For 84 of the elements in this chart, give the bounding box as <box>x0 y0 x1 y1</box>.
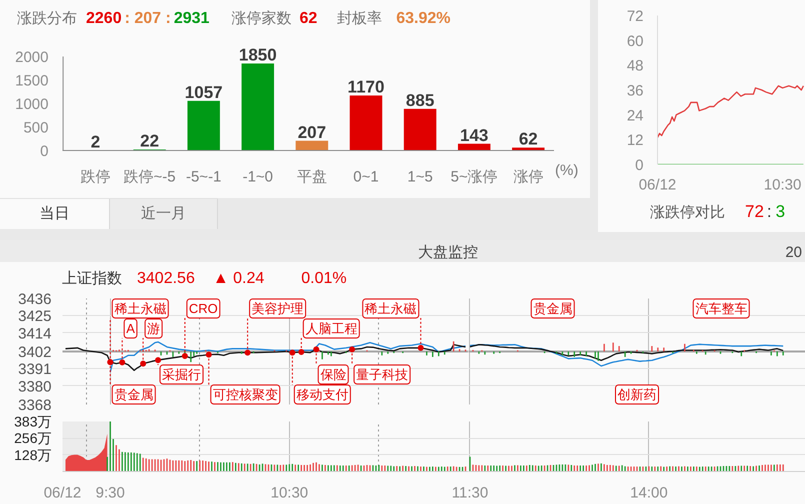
text: ▲ 0.24 <box>212 270 264 287</box>
y-tick-label: 0 <box>635 157 644 174</box>
y-tick-label: 24 <box>626 107 644 124</box>
x-tick-label: 0~1 <box>353 168 379 186</box>
text: 涨停家数 <box>231 10 292 27</box>
data-label: 2 <box>90 132 100 152</box>
y-tick-label: 1500 <box>15 72 49 90</box>
text: 当日 <box>0 199 109 229</box>
annotation: 贵金属 <box>533 301 572 316</box>
y-tick-label: 72 <box>626 8 644 25</box>
y-tick-label: 383万 <box>14 414 52 430</box>
y-tick-label: 12 <box>626 132 644 150</box>
annotation: 贵金属 <box>114 387 154 402</box>
annotation: 美容护理 <box>252 301 304 316</box>
text: 20 <box>785 243 802 263</box>
y-tick-label: 3414 <box>18 325 52 342</box>
y-tick-label: 256万 <box>14 430 52 446</box>
x-axis-title: (%) <box>555 162 578 179</box>
data-label: 143 <box>460 126 488 145</box>
annotation: 保险 <box>320 367 346 382</box>
x-tick-label: 10:30 <box>270 484 308 502</box>
data-label: 62 <box>518 130 538 149</box>
x-tick-label: 9:30 <box>96 484 125 502</box>
annotation: 可控核聚变 <box>212 387 278 402</box>
annotation: 稀土永磁 <box>114 301 166 316</box>
text: 3 <box>776 202 786 221</box>
annotation: 移动支付 <box>296 387 348 402</box>
text: 62 <box>299 10 318 27</box>
text: 近一月 <box>109 199 218 229</box>
chart-subtitle: 上证指数 <box>62 270 122 287</box>
y-tick-label: 3368 <box>18 397 52 414</box>
text: 0.01% <box>301 270 347 287</box>
annotation: 创新药 <box>618 387 656 402</box>
y-tick-label: 3402 <box>18 344 52 361</box>
text: 72 <box>745 202 764 221</box>
y-tick-label: 500 <box>23 120 49 136</box>
x-tick-label: 06/12 <box>44 484 82 502</box>
text: : <box>766 202 772 221</box>
chart-title: 涨跌分布 <box>17 10 77 27</box>
x-tick-label: 5~涨停 <box>450 168 498 186</box>
y-tick-label: 1000 <box>15 96 49 113</box>
x-tick-label: 10:30 <box>764 176 802 194</box>
annotation: 汽车整车 <box>695 301 748 316</box>
chart-title: 大盘监控 <box>418 243 478 263</box>
data-label: 207 <box>298 122 326 142</box>
annotation: 量子科技 <box>356 367 408 382</box>
y-tick-label: 3380 <box>18 378 52 396</box>
x-tick-label: 跌停 <box>80 168 110 186</box>
text: 涨跌停对比 <box>650 204 725 221</box>
y-tick-label: 3436 <box>18 291 52 308</box>
y-tick-label: 36 <box>626 82 644 100</box>
text: 封板率 <box>337 10 382 27</box>
data-label: 22 <box>140 131 160 150</box>
annotation: 游 <box>147 321 160 336</box>
x-tick-label: -5~-1 <box>186 168 222 186</box>
data-label: 1850 <box>238 46 277 65</box>
text: 3402.56 <box>137 270 195 287</box>
annotation: 采掘行 <box>162 367 202 382</box>
x-tick-label: 跌停~-5 <box>124 168 176 186</box>
y-tick-label: 3425 <box>18 308 52 326</box>
data-label: 1057 <box>184 82 223 102</box>
x-tick-label: -1~0 <box>242 168 274 186</box>
y-tick-label: 60 <box>626 32 644 50</box>
text: 63.92% <box>396 10 450 27</box>
data-label: 1170 <box>348 78 384 97</box>
x-tick-label: 06/12 <box>638 176 676 194</box>
y-tick-label: 3391 <box>18 361 52 378</box>
x-tick-label: 涨停 <box>513 168 544 186</box>
y-tick-label: 2000 <box>15 49 49 66</box>
y-tick-label: 48 <box>626 58 644 75</box>
text: : 207 : <box>124 10 171 27</box>
text: 2931 <box>174 10 210 27</box>
y-tick-label: 128万 <box>14 446 52 463</box>
x-tick-label: 1~5 <box>407 168 433 186</box>
x-tick-label: 14:00 <box>630 484 668 502</box>
data-label: 885 <box>406 90 434 110</box>
annotation: A <box>126 321 136 336</box>
text: 2260 <box>86 10 122 27</box>
annotation: 稀土永磁 <box>364 301 417 316</box>
y-tick-label: 0 <box>40 143 48 160</box>
annotation: CRO <box>188 301 218 316</box>
x-tick-label: 平盘 <box>296 168 327 186</box>
annotation: 人脑工程 <box>305 321 358 336</box>
x-tick-label: 11:30 <box>452 484 488 502</box>
